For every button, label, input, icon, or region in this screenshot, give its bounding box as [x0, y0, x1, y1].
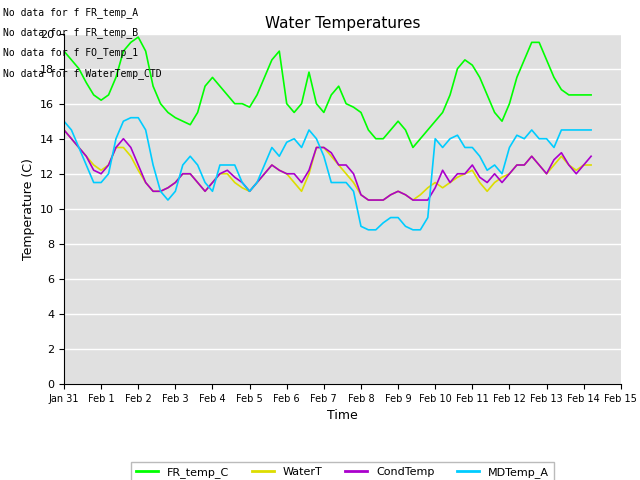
- CondTemp: [238, 180, 246, 185]
- WaterT: [357, 192, 365, 198]
- WaterT: [424, 185, 431, 191]
- WaterT: [365, 197, 372, 203]
- Text: No data for f FO_Temp_1: No data for f FO_Temp_1: [3, 48, 138, 59]
- CondTemp: [424, 197, 431, 203]
- MDTemp_A: [588, 127, 595, 133]
- MDTemp_A: [409, 227, 417, 233]
- FR_temp_C: [402, 127, 410, 133]
- Text: No data for f FR_temp_B: No data for f FR_temp_B: [3, 27, 138, 38]
- Text: No data for f FR_temp_A: No data for f FR_temp_A: [3, 7, 138, 18]
- Line: MDTemp_A: MDTemp_A: [64, 118, 591, 230]
- MDTemp_A: [127, 115, 134, 120]
- FR_temp_C: [557, 87, 565, 93]
- FR_temp_C: [588, 92, 595, 98]
- Line: CondTemp: CondTemp: [64, 130, 591, 200]
- MDTemp_A: [557, 127, 565, 133]
- WaterT: [134, 168, 142, 173]
- Text: No data for f WaterTemp_CTD: No data for f WaterTemp_CTD: [3, 68, 162, 79]
- CondTemp: [365, 197, 372, 203]
- FR_temp_C: [60, 48, 68, 54]
- MDTemp_A: [246, 188, 253, 194]
- X-axis label: Time: Time: [327, 409, 358, 422]
- WaterT: [402, 192, 410, 198]
- WaterT: [588, 162, 595, 168]
- FR_temp_C: [409, 144, 417, 150]
- CondTemp: [402, 192, 410, 198]
- FR_temp_C: [134, 34, 142, 40]
- CondTemp: [186, 171, 194, 177]
- WaterT: [60, 127, 68, 133]
- CondTemp: [134, 162, 142, 168]
- Title: Water Temperatures: Water Temperatures: [265, 16, 420, 31]
- MDTemp_A: [372, 227, 380, 233]
- FR_temp_C: [142, 48, 150, 54]
- FR_temp_C: [365, 127, 372, 133]
- Line: FR_temp_C: FR_temp_C: [64, 37, 591, 147]
- CondTemp: [60, 127, 68, 133]
- MDTemp_A: [60, 118, 68, 124]
- CondTemp: [357, 192, 365, 198]
- FR_temp_C: [246, 104, 253, 110]
- WaterT: [238, 185, 246, 191]
- MDTemp_A: [142, 127, 150, 133]
- FR_temp_C: [431, 118, 439, 124]
- CondTemp: [588, 154, 595, 159]
- WaterT: [186, 171, 194, 177]
- MDTemp_A: [365, 227, 372, 233]
- Y-axis label: Temperature (C): Temperature (C): [22, 158, 35, 260]
- Legend: FR_temp_C, WaterT, CondTemp, MDTemp_A: FR_temp_C, WaterT, CondTemp, MDTemp_A: [131, 462, 554, 480]
- MDTemp_A: [431, 136, 439, 142]
- Line: WaterT: WaterT: [64, 130, 591, 200]
